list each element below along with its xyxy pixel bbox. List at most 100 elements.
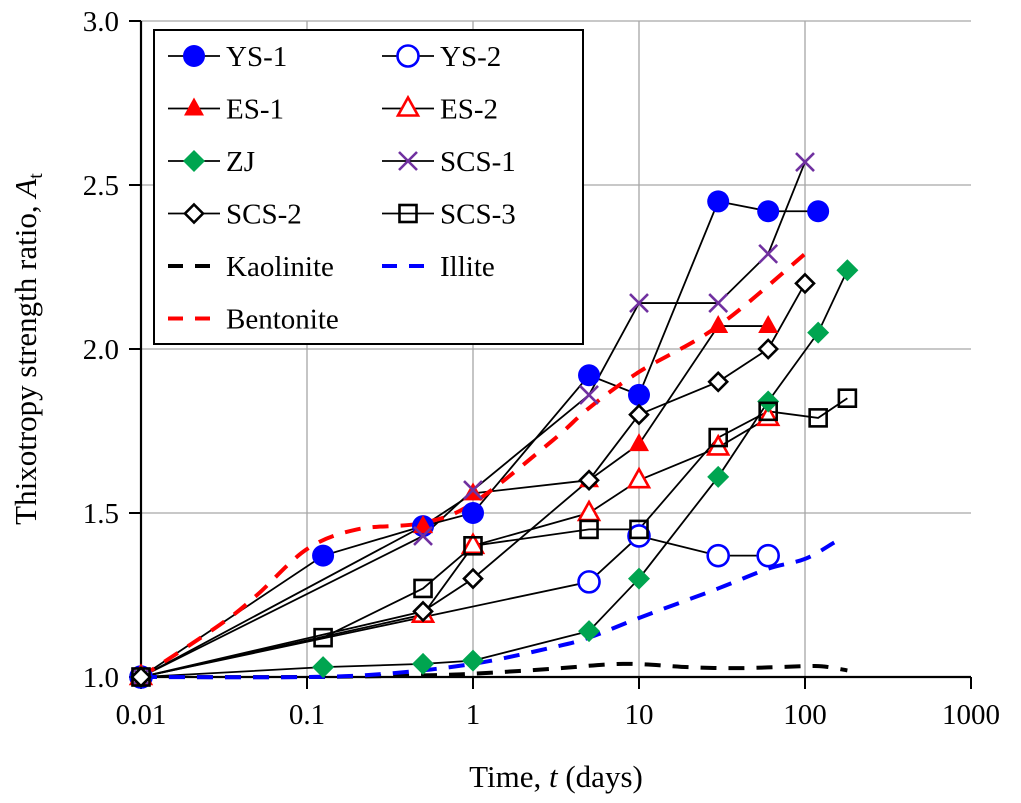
data-point	[579, 519, 599, 540]
series-markers-scs-2	[130, 272, 816, 688]
x-axis-title-var: t	[549, 759, 559, 794]
data-point	[413, 526, 433, 546]
data-point	[807, 321, 830, 344]
x-axis-title-suffix: (days)	[558, 759, 643, 794]
data-point	[837, 388, 858, 409]
data-point	[578, 620, 601, 643]
marker-x-stroke	[463, 480, 483, 500]
data-point	[795, 152, 815, 172]
data-point	[412, 600, 434, 623]
marker-x-stroke	[629, 293, 649, 313]
x-tick-label: 1000	[942, 699, 1000, 731]
data-point	[578, 469, 600, 492]
series-markers-scs-3	[131, 388, 858, 687]
data-point	[758, 315, 779, 334]
x-tick-label: 0.1	[289, 699, 325, 731]
legend-label: Kaolinite	[226, 251, 334, 283]
y-tick-label: 2.0	[83, 334, 119, 366]
data-point	[462, 567, 484, 590]
legend-item-ys-1: YS-1	[168, 41, 287, 73]
y-tick-label: 3.0	[83, 6, 119, 38]
data-point	[757, 390, 780, 413]
series-line	[140, 269, 849, 678]
data-point	[757, 200, 780, 223]
data-point	[462, 502, 484, 524]
data-point	[628, 403, 650, 426]
series-zj	[140, 269, 849, 678]
data-point	[312, 656, 335, 679]
data-point	[413, 515, 434, 534]
x-tick-label: 100	[783, 699, 827, 731]
y-axis-title-prefix: Thixotropy strength ratio,	[8, 198, 43, 525]
legend-label: ES-2	[440, 94, 498, 126]
legend-item-scs-3: SCS-3	[382, 199, 516, 231]
legend-item-scs-1: SCS-1	[382, 146, 516, 178]
data-point	[757, 338, 780, 360]
legend-swatch-marker	[183, 45, 205, 67]
data-point	[629, 293, 649, 313]
data-point	[463, 535, 483, 556]
series-line	[140, 397, 848, 678]
series-markers-scs-1	[131, 152, 815, 687]
data-point	[794, 272, 816, 295]
data-point	[807, 200, 830, 223]
data-point	[628, 567, 650, 590]
legend-label: Bentonite	[226, 304, 339, 336]
legend-label: YS-2	[440, 41, 501, 73]
marker-x-stroke	[413, 526, 433, 546]
series-dashed-curve	[139, 252, 807, 679]
legend-label: Illite	[440, 251, 495, 283]
data-point	[412, 652, 435, 675]
legend-swatch-marker	[398, 203, 418, 224]
y-axis-title-var: A	[8, 178, 43, 200]
series-illite	[140, 540, 836, 680]
series-group	[128, 152, 859, 689]
y-axis-title: Thixotropy strength ratio, At	[8, 173, 47, 525]
data-point	[708, 315, 729, 334]
series-scs-2	[140, 282, 806, 678]
x-tick-label: 1	[466, 699, 481, 731]
legend-swatch-marker	[183, 202, 205, 225]
data-point	[707, 190, 730, 213]
data-point	[708, 427, 729, 448]
marker-x-stroke	[398, 151, 418, 171]
legend-label: ES-1	[226, 94, 284, 126]
legend-swatch-marker	[395, 94, 421, 117]
data-point	[628, 383, 650, 406]
legend-swatch-marker	[398, 151, 418, 171]
legend-swatch-marker	[183, 150, 205, 172]
legend-item-es-1: ES-1	[168, 94, 284, 126]
data-point	[579, 385, 599, 405]
legend-item-es-2: ES-2	[382, 94, 498, 126]
data-point	[462, 649, 484, 672]
x-tick-label: 10	[625, 699, 654, 731]
legend: YS-1 YS-2 ES-1 ES-2 ZJ SCS-1 SCS-2 SCS-3 Kaolini…	[153, 29, 584, 345]
data-point	[629, 519, 649, 540]
series-scs-3	[140, 397, 848, 678]
marker-x-stroke	[795, 152, 815, 172]
legend-item-illite: Illite	[382, 251, 495, 283]
legend-box	[153, 29, 584, 345]
data-point	[460, 532, 486, 555]
tick-labels: 0.01 0.1 1 10 100 1000 1.0 1.5 2.0 2.5 3.0	[83, 6, 1000, 731]
data-point	[808, 408, 828, 428]
x-axis-title: Time, t (days)	[469, 759, 643, 794]
y-tick-label: 2.5	[83, 170, 119, 202]
legend-label: YS-1	[226, 41, 287, 73]
legend-item-bentonite: Bentonite	[168, 304, 339, 336]
data-point	[627, 524, 651, 548]
series-markers-ys-2	[129, 524, 780, 689]
data-point	[836, 259, 859, 282]
data-point	[578, 364, 601, 387]
data-point	[131, 667, 151, 687]
data-point	[758, 243, 779, 264]
data-point	[626, 466, 652, 489]
legend-label: SCS-2	[226, 199, 302, 231]
legend-swatch-marker	[184, 97, 204, 116]
marker-x-stroke	[708, 293, 729, 313]
series-line	[140, 282, 806, 678]
data-point	[413, 578, 433, 599]
y-axis-title-subscript: t	[25, 173, 47, 179]
marker-x-stroke	[579, 385, 599, 405]
